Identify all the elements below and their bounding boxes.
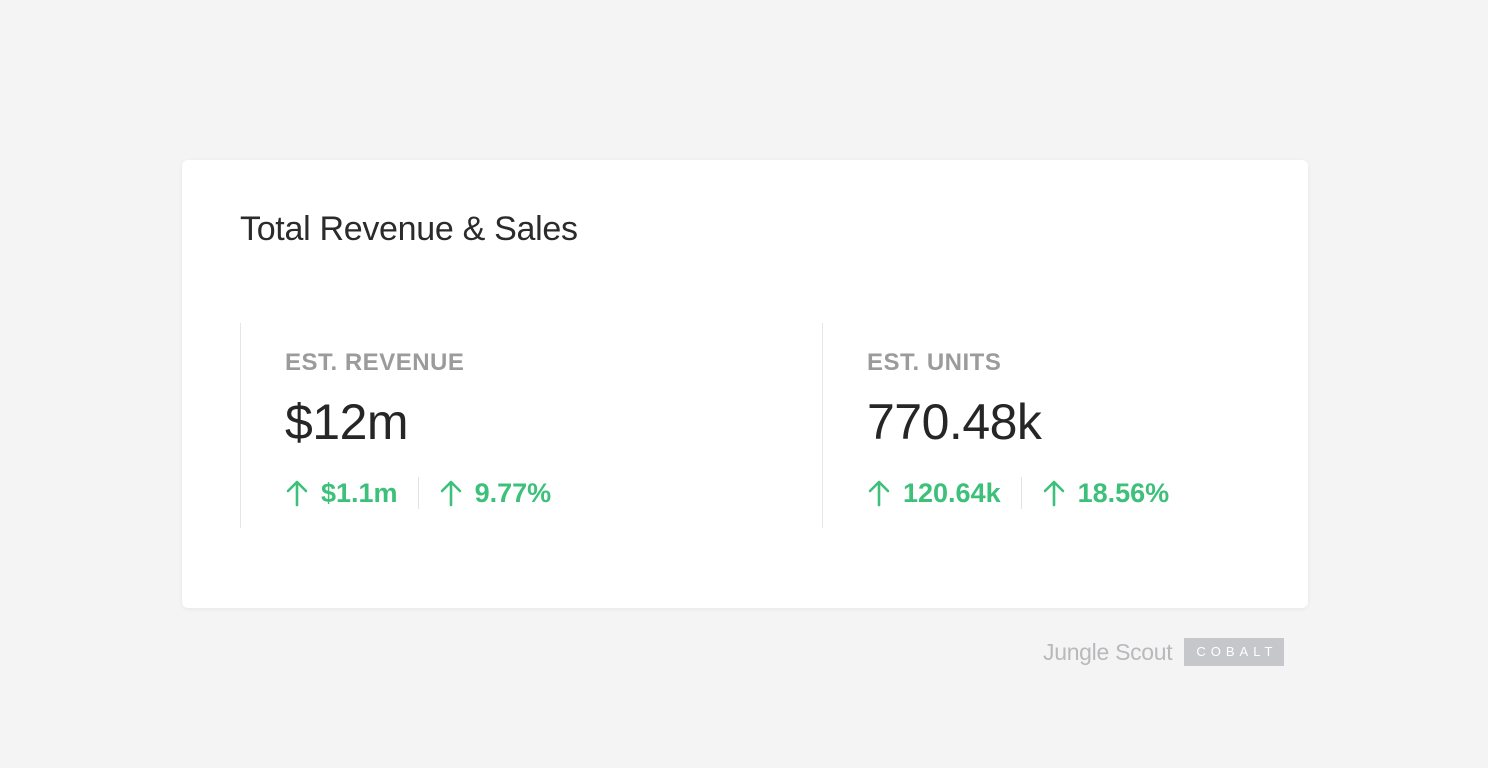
change-value: 120.64k	[903, 477, 1001, 508]
arrow-up-icon	[867, 479, 891, 507]
metric-value: 770.48k	[867, 394, 1042, 450]
metric-est-units: EST. UNITS 770.48k 120.64k 18.56%	[822, 323, 1253, 528]
arrow-up-icon	[1042, 479, 1066, 507]
change-value: $1.1m	[321, 477, 398, 508]
arrow-up-icon	[285, 479, 309, 507]
metric-label: EST. UNITS	[867, 349, 1002, 376]
change-absolute: $1.1m	[285, 478, 398, 509]
revenue-sales-card: Total Revenue & Sales EST. REVENUE $12m …	[182, 160, 1308, 608]
change-percent: 9.77%	[439, 477, 552, 509]
change-value: 18.56%	[1077, 477, 1170, 508]
divider	[1020, 477, 1022, 509]
brand-badge: COBALT	[1184, 638, 1285, 666]
change-row: 120.64k 18.56%	[867, 475, 1169, 511]
brand-name: Jungle Scout	[1043, 638, 1173, 665]
metric-value: $12m	[285, 394, 409, 450]
change-row: $1.1m 9.77%	[285, 475, 551, 511]
metric-est-revenue: EST. REVENUE $12m $1.1m 9.77%	[240, 323, 761, 528]
brand-watermark: Jungle Scout COBALT	[1043, 638, 1285, 666]
change-percent: 18.56%	[1042, 477, 1170, 509]
divider	[417, 477, 419, 509]
change-absolute: 120.64k	[867, 478, 1001, 509]
change-value: 9.77%	[474, 477, 552, 508]
card-title: Total Revenue & Sales	[240, 210, 578, 248]
metric-label: EST. REVENUE	[285, 349, 465, 376]
arrow-up-icon	[439, 479, 463, 507]
